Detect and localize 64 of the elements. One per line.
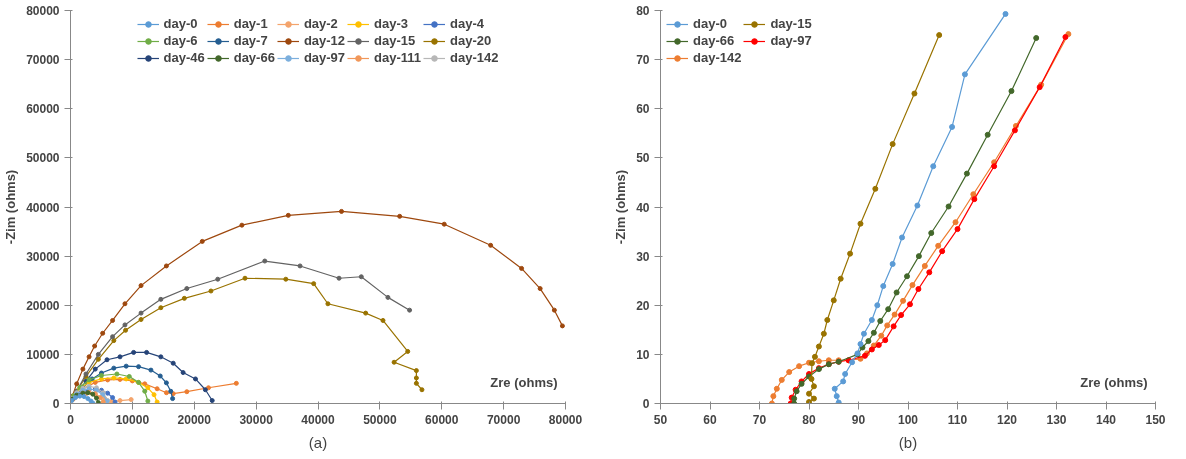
x-tick-label: 100 <box>897 412 919 427</box>
legend-label: day-6 <box>163 33 198 48</box>
legend-label: day-1 <box>233 16 268 31</box>
x-tick-label: 60 <box>703 412 717 427</box>
legend-label: day-66 <box>233 50 275 65</box>
x-axis-title: Zre (ohms) <box>490 374 558 390</box>
x-tick-label: 0 <box>67 412 75 427</box>
legend-label: day-142 <box>693 50 742 65</box>
x-tick-label: 70000 <box>486 412 521 427</box>
legend-label: day-46 <box>163 50 205 65</box>
x-axis-title: Zre (ohms) <box>1080 374 1148 390</box>
legend-label: day-111 <box>374 50 422 65</box>
x-tick-label: 80 <box>802 412 816 427</box>
y-tick-label: 60000 <box>26 102 60 117</box>
legend-label: day-15 <box>770 16 812 31</box>
text: (b) <box>898 433 918 451</box>
y-tick-label: 60 <box>636 102 650 117</box>
legend-label: day-0 <box>163 16 198 31</box>
x-tick-label: 50000 <box>363 412 397 427</box>
legend-label: day-0 <box>693 16 727 31</box>
y-axis-title: -Zim (ohms) <box>613 169 629 245</box>
legend-label: day-15 <box>374 33 416 48</box>
y-tick-label: 10000 <box>26 347 60 362</box>
y-tick-label: 80000 <box>26 4 60 18</box>
legend-label: day-97 <box>303 50 346 65</box>
y-tick-label: 40 <box>636 200 650 215</box>
y-tick-label: 40000 <box>26 200 60 215</box>
x-tick-label: 30000 <box>239 412 274 427</box>
x-tick-label: 80000 <box>548 412 583 427</box>
y-tick-label: 50000 <box>26 151 60 166</box>
legend-label: day-20 <box>450 33 492 48</box>
text: (a) <box>308 433 328 451</box>
x-tick-label: 120 <box>996 412 1018 427</box>
y-tick-label: 0 <box>52 397 60 411</box>
x-tick-label: 20000 <box>177 412 212 427</box>
legend-label: day-7 <box>233 33 268 48</box>
legend-label: day-4 <box>450 16 485 31</box>
x-tick-label: 110 <box>947 412 968 427</box>
legend-label: day-12 <box>303 33 346 48</box>
y-axis-title: -Zim (ohms) <box>3 169 19 245</box>
x-tick-label: 60000 <box>425 412 459 427</box>
x-tick-label: 70 <box>752 412 767 427</box>
y-tick-label: 50 <box>636 151 650 166</box>
y-tick-label: 10 <box>636 347 650 362</box>
x-tick-label: 40000 <box>301 412 336 427</box>
legend-label: day-142 <box>450 50 499 65</box>
y-tick-label: 20000 <box>26 298 60 313</box>
x-tick-label: 90 <box>851 412 866 427</box>
x-tick-label: 10000 <box>115 412 150 427</box>
x-tick-label: 150 <box>1145 412 1166 427</box>
y-tick-label: 30000 <box>26 249 60 264</box>
legend-label: day-3 <box>374 16 409 31</box>
y-tick-label: 30 <box>636 249 650 264</box>
x-tick-label: 140 <box>1095 412 1117 427</box>
y-tick-label: 70000 <box>26 53 60 68</box>
x-tick-label: 130 <box>1046 412 1067 427</box>
y-tick-label: 70 <box>636 53 650 68</box>
legend-label: day-97 <box>770 33 812 48</box>
y-tick-label: 0 <box>642 397 650 411</box>
y-tick-label: 20 <box>636 298 650 313</box>
legend-label: day-2 <box>303 16 338 31</box>
x-tick-label: 50 <box>653 412 668 427</box>
legend-label: day-66 <box>693 33 735 48</box>
y-tick-label: 80 <box>636 4 650 18</box>
